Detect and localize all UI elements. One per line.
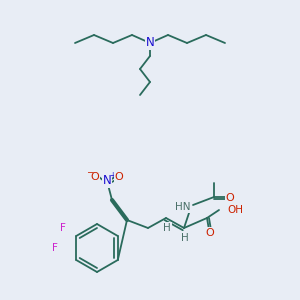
Text: N: N — [146, 37, 154, 50]
Text: F: F — [52, 243, 58, 253]
Text: +: + — [109, 172, 115, 181]
Text: O: O — [115, 172, 123, 182]
Text: O: O — [226, 193, 234, 203]
Text: F: F — [60, 223, 66, 233]
Text: O: O — [206, 228, 214, 238]
Text: −: − — [86, 167, 94, 176]
Text: OH: OH — [227, 205, 243, 215]
Text: HN: HN — [176, 202, 191, 212]
Text: N: N — [103, 175, 111, 188]
Text: H: H — [163, 223, 171, 233]
Text: H: H — [181, 233, 189, 243]
Text: O: O — [91, 172, 99, 182]
